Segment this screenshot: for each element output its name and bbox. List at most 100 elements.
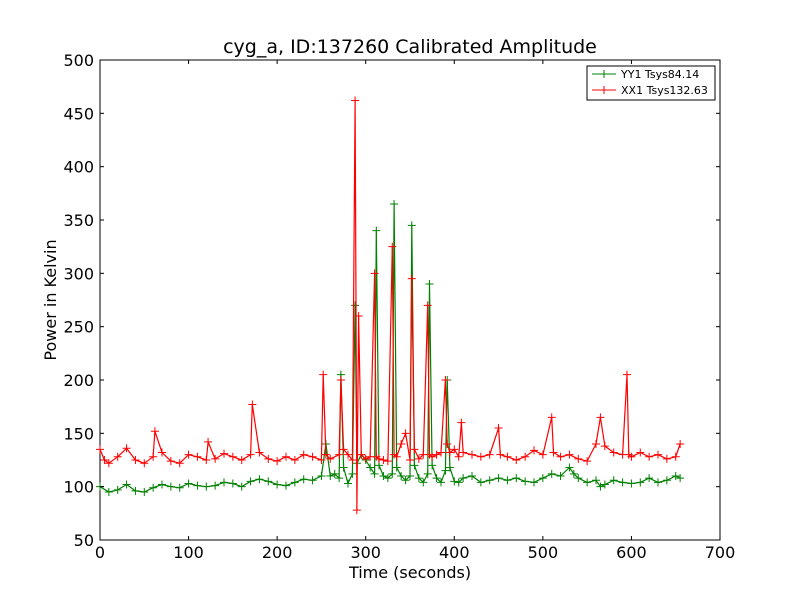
data-point-marker bbox=[521, 452, 530, 461]
data-point-marker bbox=[344, 450, 352, 459]
data-point-marker bbox=[428, 461, 437, 470]
data-point-marker bbox=[459, 448, 468, 457]
x-tick-label: 500 bbox=[528, 543, 559, 562]
x-tick-label: 600 bbox=[616, 543, 647, 562]
data-point-marker bbox=[158, 448, 166, 457]
data-point-marker bbox=[264, 454, 273, 463]
data-point-marker bbox=[237, 456, 246, 464]
data-point-marker bbox=[255, 448, 264, 457]
data-point-marker bbox=[600, 442, 609, 451]
data-point-marker bbox=[339, 445, 348, 454]
legend-label-xx1: XX1 Tsys132.63 bbox=[621, 84, 708, 97]
data-point-marker bbox=[425, 280, 434, 288]
data-point-marker bbox=[645, 452, 654, 461]
data-point-marker bbox=[122, 480, 131, 489]
data-point-marker bbox=[445, 463, 454, 472]
data-point-marker bbox=[583, 478, 592, 487]
x-tick-label: 400 bbox=[439, 543, 470, 562]
data-point-marker bbox=[485, 476, 494, 485]
data-point-marker bbox=[445, 448, 454, 457]
data-point-marker bbox=[228, 452, 237, 461]
data-point-marker bbox=[344, 479, 352, 488]
data-point-marker bbox=[357, 450, 366, 459]
data-point-marker bbox=[308, 476, 317, 485]
data-point-marker bbox=[237, 482, 246, 491]
data-point-marker bbox=[592, 440, 600, 448]
chart-title: cyg_a, ID:137260 Calibrated Amplitude bbox=[223, 36, 597, 58]
data-point-marker bbox=[662, 454, 671, 463]
y-tick-label: 100 bbox=[63, 478, 94, 497]
data-point-marker bbox=[228, 479, 237, 488]
data-point-marker bbox=[354, 312, 363, 320]
data-point-marker bbox=[211, 481, 220, 490]
data-point-marker bbox=[556, 452, 565, 461]
data-point-marker bbox=[351, 301, 360, 310]
legend: YY1 Tsys84.14 XX1 Tsys132.63 bbox=[586, 65, 716, 101]
data-point-marker bbox=[392, 452, 401, 461]
data-point-marker bbox=[100, 456, 109, 464]
data-point-marker bbox=[530, 478, 538, 487]
data-point-marker bbox=[348, 469, 357, 478]
data-point-marker bbox=[547, 469, 556, 478]
data-point-marker bbox=[193, 452, 202, 461]
data-point-marker bbox=[485, 450, 494, 459]
data-point-marker bbox=[521, 477, 530, 486]
data-point-marker bbox=[423, 469, 432, 478]
data-point-marker bbox=[122, 444, 131, 453]
data-point-marker bbox=[556, 472, 565, 480]
data-point-marker bbox=[246, 477, 255, 486]
data-point-marker bbox=[407, 221, 416, 230]
series-layer bbox=[96, 96, 685, 515]
data-point-marker bbox=[406, 472, 414, 480]
data-point-marker bbox=[379, 472, 388, 480]
data-point-marker bbox=[454, 478, 463, 487]
y-tick-label: 200 bbox=[63, 371, 94, 390]
data-point-marker bbox=[574, 474, 583, 483]
data-point-marker bbox=[290, 456, 299, 464]
data-point-marker bbox=[494, 474, 503, 483]
x-tick-label: 300 bbox=[350, 543, 381, 562]
data-point-marker bbox=[96, 445, 104, 454]
data-point-marker bbox=[457, 418, 466, 427]
data-point-marker bbox=[370, 469, 379, 478]
data-point-marker bbox=[592, 476, 600, 485]
x-tick-label: 0 bbox=[95, 543, 105, 562]
x-axis-title: Time (seconds) bbox=[348, 563, 471, 582]
data-point-marker bbox=[450, 477, 459, 486]
data-point-marker bbox=[351, 96, 360, 105]
data-point-marker bbox=[609, 448, 618, 457]
x-tick-label: 200 bbox=[262, 543, 293, 562]
data-point-marker bbox=[140, 459, 149, 468]
data-point-marker bbox=[530, 446, 538, 455]
data-point-marker bbox=[149, 483, 158, 492]
data-point-marker bbox=[662, 476, 671, 485]
data-point-marker bbox=[569, 469, 578, 478]
data-point-marker bbox=[184, 479, 193, 488]
data-point-marker bbox=[361, 454, 370, 463]
data-point-marker bbox=[308, 452, 317, 461]
data-point-marker bbox=[623, 370, 631, 379]
data-point-marker bbox=[459, 474, 468, 483]
data-point-marker bbox=[676, 440, 685, 448]
data-point-marker bbox=[348, 456, 357, 464]
data-point-marker bbox=[397, 440, 406, 448]
data-point-marker bbox=[454, 452, 463, 461]
data-point-marker bbox=[339, 463, 348, 472]
data-point-marker bbox=[596, 482, 605, 491]
data-point-marker bbox=[414, 474, 423, 483]
x-tick-label: 700 bbox=[705, 543, 736, 562]
data-point-marker bbox=[496, 450, 505, 459]
data-point-marker bbox=[401, 429, 410, 438]
data-point-marker bbox=[248, 400, 257, 409]
legend-marker-xx1 bbox=[600, 86, 608, 94]
data-point-marker bbox=[335, 474, 344, 483]
data-point-marker bbox=[379, 456, 388, 464]
series-xx1 bbox=[96, 96, 685, 515]
data-point-marker bbox=[352, 506, 361, 515]
data-point-marker bbox=[193, 481, 202, 490]
data-point-marker bbox=[149, 452, 158, 461]
data-point-marker bbox=[406, 456, 414, 464]
data-point-marker bbox=[175, 483, 184, 492]
data-point-marker bbox=[538, 474, 547, 483]
data-point-marker bbox=[609, 476, 618, 485]
